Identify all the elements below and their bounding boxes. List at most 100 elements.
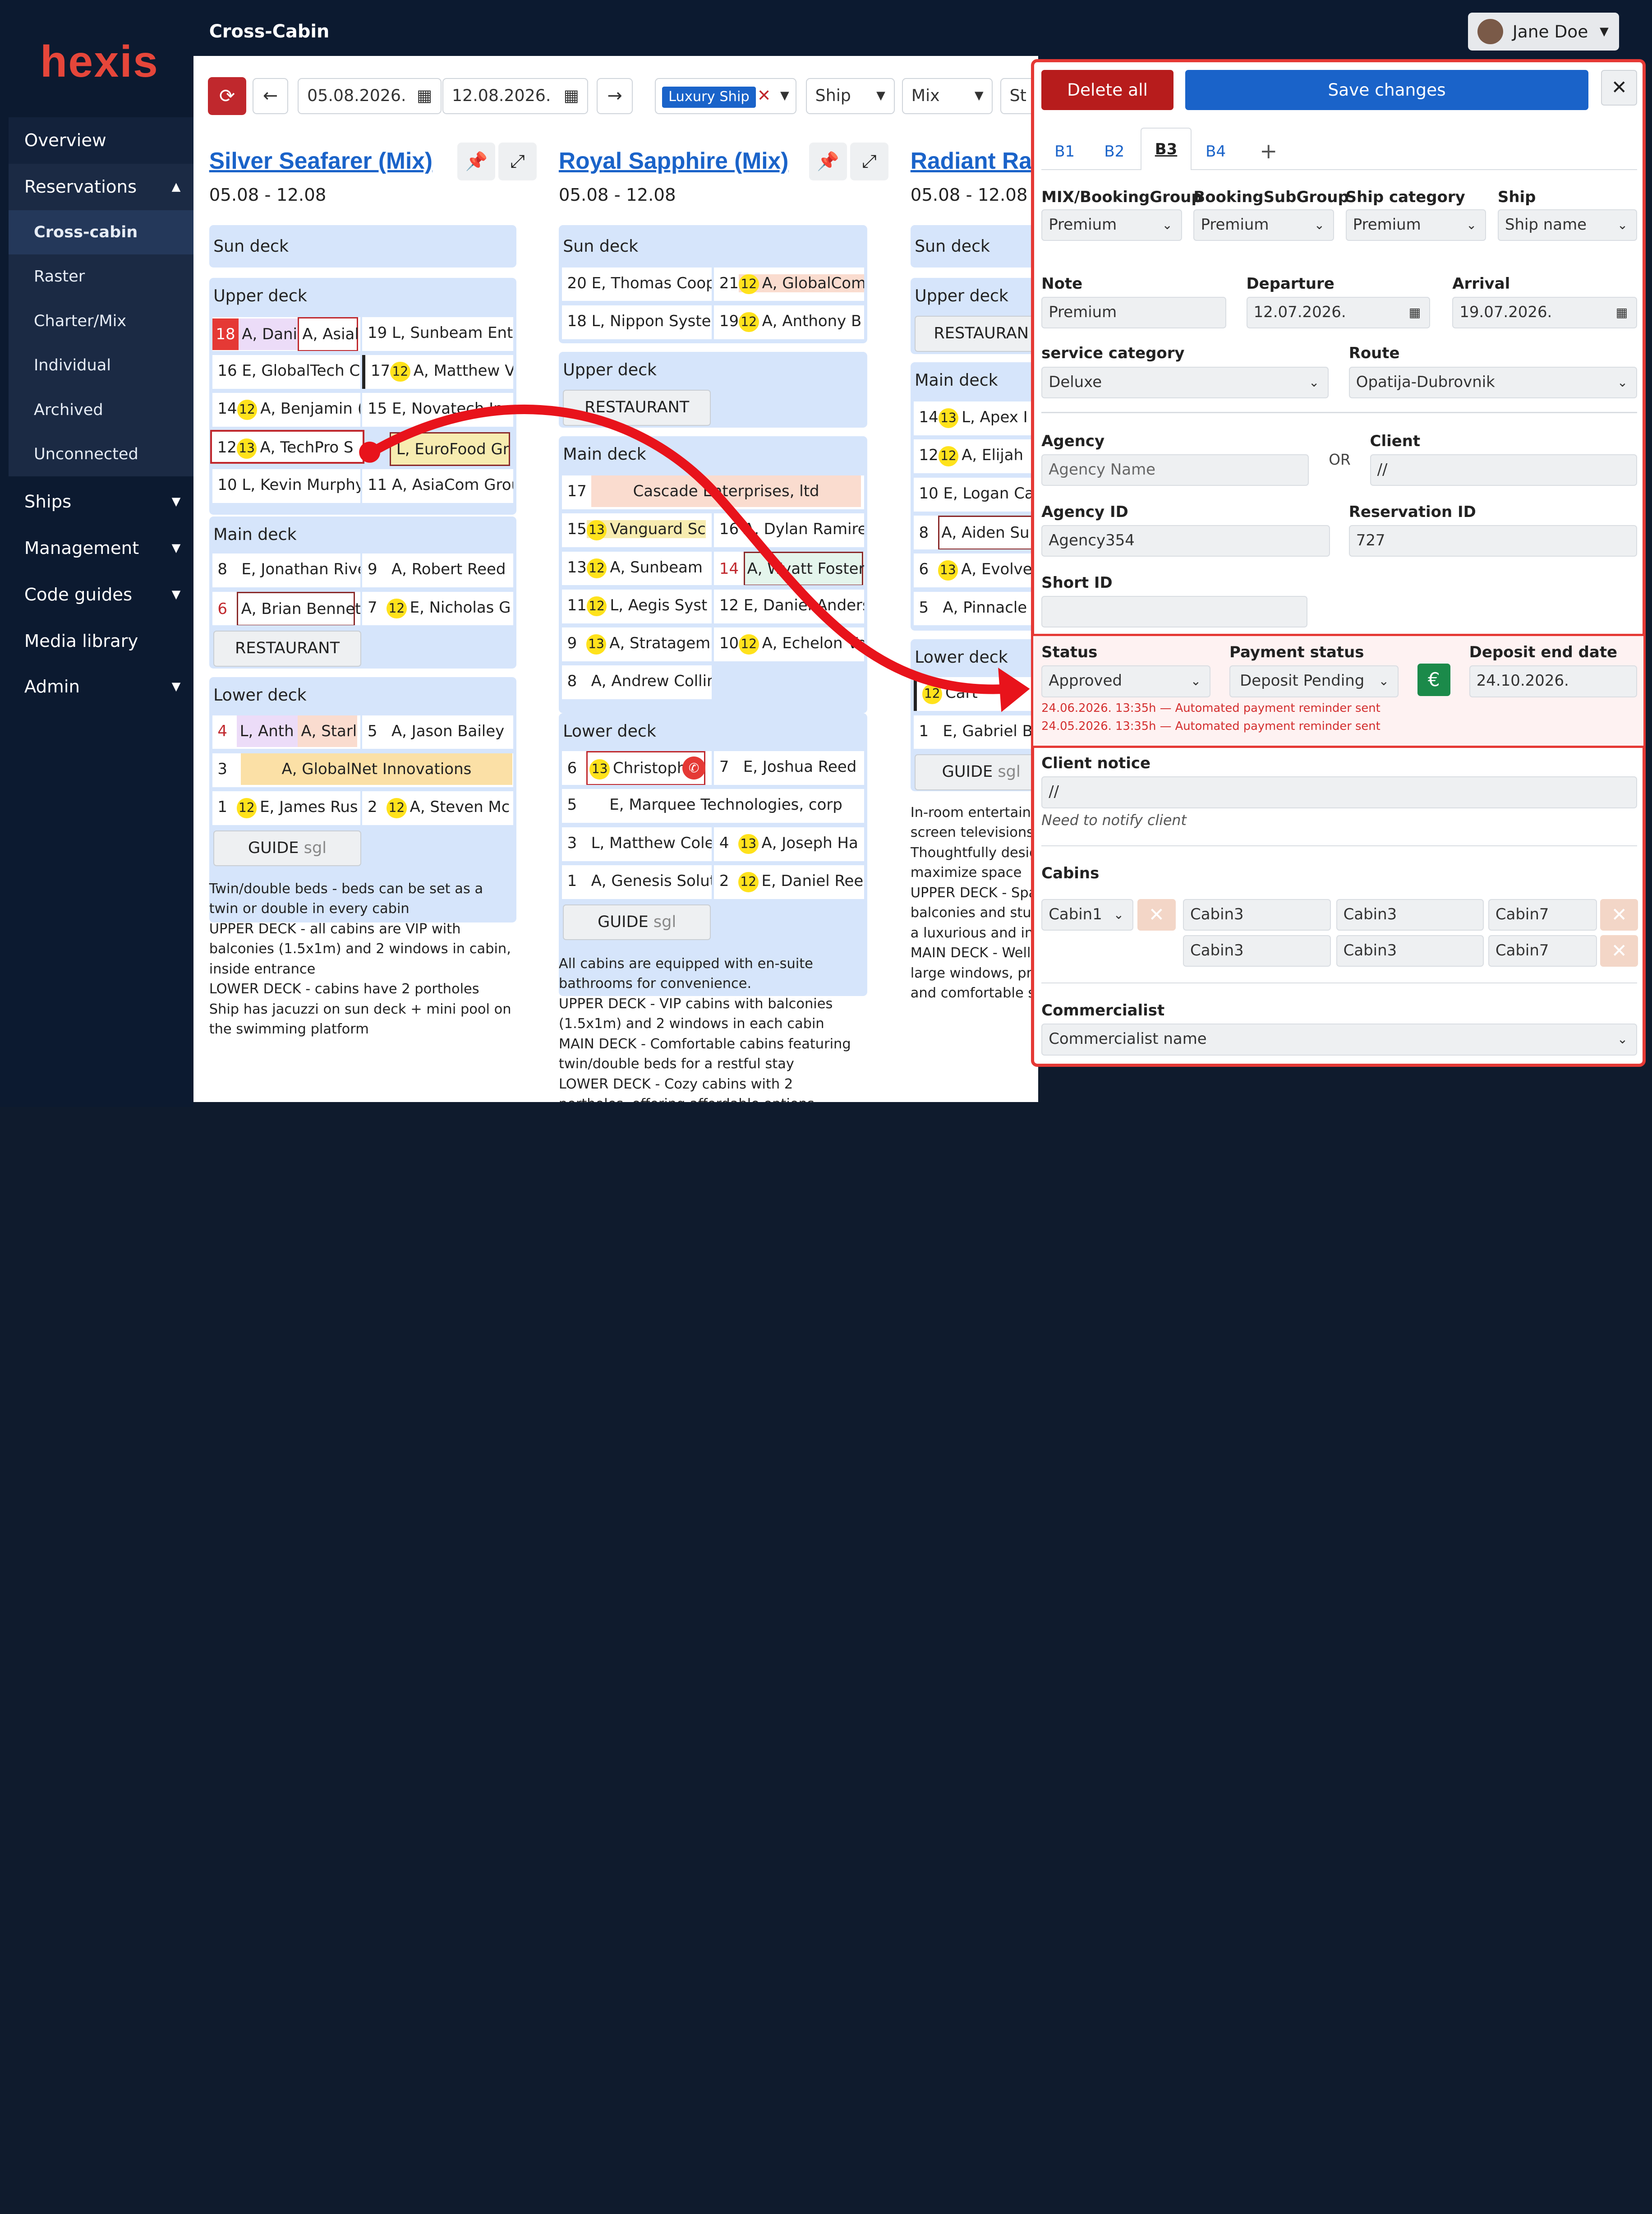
tab-b1[interactable]: B1 (1054, 143, 1075, 161)
restaurant-block[interactable]: RESTAURANT (213, 631, 361, 667)
pin-icon[interactable]: 📌 (457, 143, 496, 181)
cabin-field[interactable]: Cabin3 (1183, 935, 1331, 967)
add-tab-icon[interactable]: + (1260, 139, 1278, 164)
ship-column-title[interactable]: Silver Seafarer (Mix) (209, 147, 433, 174)
cabin-8[interactable]: 8 E, Jonathan Rive (212, 554, 360, 588)
nav-archived[interactable]: Archived (8, 387, 193, 432)
user-menu[interactable]: Jane Doe ▼ (1468, 13, 1620, 51)
expand-icon[interactable]: ⤢ (850, 143, 888, 181)
client-input[interactable]: // (1370, 454, 1638, 486)
cabin-10[interactable]: 10 E, Logan Ca (913, 477, 1048, 512)
euro-icon[interactable]: € (1417, 663, 1450, 696)
cabin-5[interactable]: 5 A, Pinnacle (913, 591, 1048, 626)
mix-booking-group-select[interactable]: Premium ⌄ (1041, 209, 1182, 241)
ship-column-title[interactable]: Royal Sapphire (Mix) (558, 147, 789, 174)
departure-input[interactable]: 12.07.2026. ▦ (1246, 297, 1431, 329)
cabin-14[interactable]: 14 13 L, Apex I (913, 401, 1048, 435)
cabin-6[interactable]: 6 A, Brian Bennet (212, 591, 360, 626)
cabin-13[interactable]: 13 12 A, Sunbeam (561, 551, 712, 586)
cabin-11[interactable]: 11 12 L, Aegis Syst (561, 589, 712, 623)
remove-cabin-icon[interactable]: ✕ (1137, 899, 1176, 931)
cabin-11[interactable]: 11 A, AsiaCom Grou (362, 469, 514, 503)
cabin-10[interactable]: 10 12 A, Echelon Ve (714, 627, 864, 662)
restaurant-block[interactable]: RESTAURAN (915, 316, 1048, 352)
cabin-19[interactable]: 19 12 A, Anthony B (714, 305, 864, 339)
cabin-5[interactable]: 5 E, Marquee Technologies, corp (561, 789, 864, 823)
reset-button[interactable]: ⟳ (208, 77, 246, 115)
remove-cabin-icon[interactable]: ✕ (1600, 935, 1638, 967)
deposit-end-date-input[interactable]: 24.10.2026. (1469, 665, 1638, 697)
cabin-field[interactable]: Cabin3 (1183, 899, 1331, 931)
cabin-field[interactable]: Cabin7 (1488, 935, 1597, 967)
route-select[interactable]: Opatija-Dubrovnik ⌄ (1348, 366, 1638, 398)
service-category-select[interactable]: Deluxe ⌄ (1041, 366, 1329, 398)
ship-category-select[interactable]: Premium ⌄ (1345, 209, 1486, 241)
remove-cabin-icon[interactable]: ✕ (1600, 899, 1638, 931)
arrival-input[interactable]: 19.07.2026. ▦ (1452, 297, 1638, 329)
tab-b4[interactable]: B4 (1206, 143, 1226, 161)
cabin-6[interactable]: 6 13 A, Evolve (913, 554, 1048, 588)
cabin-field[interactable]: Cabin7 (1488, 899, 1597, 931)
nav-overview[interactable]: Overview (8, 117, 193, 164)
commercialist-select[interactable]: Commercialist name ⌄ (1041, 1024, 1638, 1056)
cabin-field[interactable]: Cabin3 (1336, 935, 1484, 967)
nav-admin[interactable]: Admin ▼ (9, 664, 193, 710)
cabin-field[interactable]: Cabin3 (1336, 899, 1484, 931)
cabin-8[interactable]: 8 A, Andrew Collir (561, 665, 712, 700)
guide-block[interactable]: GUIDE sgl (213, 830, 361, 867)
pin-icon[interactable]: 📌 (809, 143, 847, 181)
cabin-select[interactable]: Cabin1 ⌄ (1041, 899, 1133, 931)
close-icon[interactable]: ✕ (1601, 69, 1638, 106)
tab-b2[interactable]: B2 (1104, 143, 1125, 161)
cabin-14[interactable]: 14 12 A, Benjamin ( (212, 393, 360, 427)
nav-charter[interactable]: Charter/Mix (8, 299, 193, 344)
cabin-1[interactable]: 1 A, Genesis Solut (561, 865, 712, 899)
payment-status-select[interactable]: Deposit Pending ⌄ (1229, 665, 1399, 697)
nav-code-guides[interactable]: Code guides ▼ (9, 572, 193, 618)
guide-block[interactable]: GUIDE sgl (563, 904, 711, 941)
agency-input[interactable]: Agency Name (1041, 454, 1309, 486)
cabin-15[interactable]: 15 13 Vanguard Sc (561, 513, 712, 548)
cabin-18[interactable]: 18 L, Nippon Syste (561, 305, 712, 339)
booking-subgroup-select[interactable]: Premium ⌄ (1193, 209, 1334, 241)
cabin-8[interactable]: 8 A, Aiden Su (913, 515, 1048, 549)
cabin-7[interactable]: 7 12 E, Nicholas G (362, 591, 514, 626)
cabin-4[interactable]: 4 13 A, Joseph Ha (714, 827, 864, 861)
nav-cross-cabin[interactable]: Cross-cabin (8, 210, 193, 255)
save-changes-button[interactable]: Save changes (1185, 69, 1589, 110)
cabin-19[interactable]: 19 L, Sunbeam Ente (362, 317, 514, 351)
ship-column-title[interactable]: Radiant Ra (910, 147, 1032, 174)
cabin-3[interactable]: 3 L, Matthew Cole (561, 827, 712, 861)
cabin-2[interactable]: 2 12 A, Steven Mc (362, 791, 514, 826)
tab-b3[interactable]: B3 (1141, 128, 1192, 171)
agency-id-input[interactable]: Agency354 (1041, 525, 1330, 557)
cabin-4[interactable]: 4 L, Anth A, Starl (212, 715, 360, 749)
remove-tag-icon[interactable]: ✕ (757, 86, 771, 106)
nav-media-library[interactable]: Media library (24, 631, 138, 652)
prev-arrow-button[interactable]: ← (252, 78, 289, 114)
nav-raster[interactable]: Raster (8, 254, 193, 299)
delete-all-button[interactable]: Delete all (1041, 69, 1173, 110)
cabin-14[interactable]: 14 A, Wyatt Foster (714, 551, 864, 586)
note-input[interactable]: Premium (1041, 297, 1227, 329)
short-id-input[interactable] (1041, 595, 1308, 628)
ship-select[interactable]: Ship ▼ (805, 78, 895, 114)
date-to-input[interactable]: 12.08.2026. ▦ (442, 78, 589, 114)
cabin-9[interactable]: 9 13 A, Stratagem (561, 627, 712, 662)
ship-tag-filter[interactable]: Luxury Ship ✕ ▼ (655, 78, 796, 114)
next-arrow-button[interactable]: → (597, 78, 633, 114)
cabin-7[interactable]: 7 E, Joshua Reed (714, 751, 864, 785)
cabin-16[interactable]: 16 E, GlobalTech Co (212, 355, 360, 389)
nav-management[interactable]: Management ▼ (9, 525, 193, 572)
cabin-2[interactable]: 2 12 E, Daniel Ree (714, 865, 864, 899)
cabin-17[interactable]: 17 12 A, Matthew V (362, 355, 514, 389)
cabin-1[interactable]: 1 12 E, James Rus (212, 791, 360, 826)
cabin-12[interactable]: 12 E, Daniel Anders (714, 589, 864, 623)
phone-icon[interactable]: ✆ (682, 756, 706, 780)
nav-ships[interactable]: Ships ▼ (9, 479, 193, 525)
nav-unconnected[interactable]: Unconnected (8, 432, 193, 477)
mix-select[interactable]: Mix ▼ (902, 78, 993, 114)
cabin-1[interactable]: 1 E, Gabriel B (913, 715, 1048, 749)
cabin-18[interactable]: 18 A, Dani A, Asial (212, 317, 360, 351)
cabin-21[interactable]: 21 12 A, GlobalCom (714, 267, 864, 301)
